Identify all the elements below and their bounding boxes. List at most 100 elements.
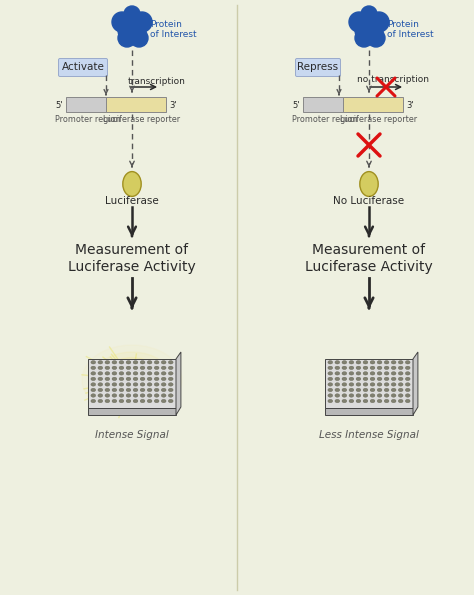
Ellipse shape: [98, 383, 103, 386]
Text: no transcription: no transcription: [357, 76, 429, 84]
Ellipse shape: [391, 366, 396, 369]
Ellipse shape: [147, 361, 152, 364]
Ellipse shape: [133, 377, 138, 381]
Ellipse shape: [154, 372, 159, 375]
Ellipse shape: [342, 383, 347, 386]
Ellipse shape: [335, 377, 340, 381]
Ellipse shape: [105, 383, 110, 386]
Ellipse shape: [370, 377, 375, 381]
Ellipse shape: [161, 366, 166, 369]
Ellipse shape: [105, 366, 110, 369]
Ellipse shape: [112, 377, 117, 381]
Ellipse shape: [92, 352, 172, 408]
Ellipse shape: [133, 389, 138, 392]
Ellipse shape: [377, 372, 382, 375]
Ellipse shape: [154, 377, 159, 381]
Ellipse shape: [112, 383, 117, 386]
Ellipse shape: [398, 366, 403, 369]
Ellipse shape: [98, 366, 103, 369]
Ellipse shape: [140, 377, 145, 381]
Ellipse shape: [370, 372, 375, 375]
Ellipse shape: [398, 361, 403, 364]
Ellipse shape: [105, 361, 110, 364]
Circle shape: [130, 29, 148, 47]
Ellipse shape: [335, 399, 340, 403]
Ellipse shape: [328, 377, 333, 381]
Ellipse shape: [391, 399, 396, 403]
Circle shape: [367, 29, 385, 47]
Ellipse shape: [377, 394, 382, 397]
Circle shape: [355, 29, 373, 47]
Ellipse shape: [370, 366, 375, 369]
Ellipse shape: [349, 383, 354, 386]
Text: Luciferase reporter: Luciferase reporter: [340, 115, 418, 124]
Polygon shape: [413, 352, 418, 415]
Polygon shape: [325, 408, 413, 415]
Ellipse shape: [335, 372, 340, 375]
Circle shape: [361, 6, 377, 22]
Ellipse shape: [363, 377, 368, 381]
Ellipse shape: [391, 383, 396, 386]
Ellipse shape: [384, 383, 389, 386]
Polygon shape: [176, 352, 181, 415]
Ellipse shape: [100, 358, 164, 402]
Ellipse shape: [356, 372, 361, 375]
Circle shape: [118, 16, 146, 44]
Ellipse shape: [391, 361, 396, 364]
Ellipse shape: [91, 361, 96, 364]
Ellipse shape: [363, 366, 368, 369]
Ellipse shape: [119, 399, 124, 403]
Ellipse shape: [98, 389, 103, 392]
Ellipse shape: [356, 383, 361, 386]
Ellipse shape: [335, 383, 340, 386]
Ellipse shape: [349, 394, 354, 397]
Circle shape: [124, 6, 140, 22]
Ellipse shape: [328, 399, 333, 403]
Ellipse shape: [140, 399, 145, 403]
Ellipse shape: [161, 377, 166, 381]
Ellipse shape: [140, 389, 145, 392]
Ellipse shape: [119, 372, 124, 375]
Ellipse shape: [154, 394, 159, 397]
Ellipse shape: [140, 383, 145, 386]
Ellipse shape: [98, 361, 103, 364]
Ellipse shape: [119, 383, 124, 386]
Ellipse shape: [161, 372, 166, 375]
Ellipse shape: [363, 399, 368, 403]
Ellipse shape: [349, 389, 354, 392]
Circle shape: [112, 12, 132, 32]
Ellipse shape: [356, 399, 361, 403]
Ellipse shape: [370, 394, 375, 397]
Ellipse shape: [349, 372, 354, 375]
Text: Measurement of
Luciferase Activity: Measurement of Luciferase Activity: [305, 243, 433, 274]
Ellipse shape: [391, 389, 396, 392]
Ellipse shape: [126, 383, 131, 386]
Ellipse shape: [168, 361, 173, 364]
Ellipse shape: [161, 361, 166, 364]
Ellipse shape: [112, 372, 117, 375]
Text: Promoter region: Promoter region: [292, 115, 358, 124]
Ellipse shape: [363, 394, 368, 397]
Text: Protein
of Interest: Protein of Interest: [150, 20, 197, 39]
Ellipse shape: [126, 394, 131, 397]
Ellipse shape: [105, 399, 110, 403]
Ellipse shape: [154, 383, 159, 386]
Ellipse shape: [98, 372, 103, 375]
Ellipse shape: [384, 361, 389, 364]
Ellipse shape: [168, 383, 173, 386]
Ellipse shape: [356, 361, 361, 364]
Ellipse shape: [147, 399, 152, 403]
Ellipse shape: [147, 389, 152, 392]
Ellipse shape: [98, 394, 103, 397]
Ellipse shape: [370, 399, 375, 403]
Ellipse shape: [112, 394, 117, 397]
Ellipse shape: [154, 389, 159, 392]
Ellipse shape: [398, 399, 403, 403]
Ellipse shape: [91, 399, 96, 403]
Ellipse shape: [98, 399, 103, 403]
Ellipse shape: [168, 372, 173, 375]
Ellipse shape: [105, 389, 110, 392]
Ellipse shape: [147, 394, 152, 397]
Ellipse shape: [147, 366, 152, 369]
Ellipse shape: [133, 372, 138, 375]
